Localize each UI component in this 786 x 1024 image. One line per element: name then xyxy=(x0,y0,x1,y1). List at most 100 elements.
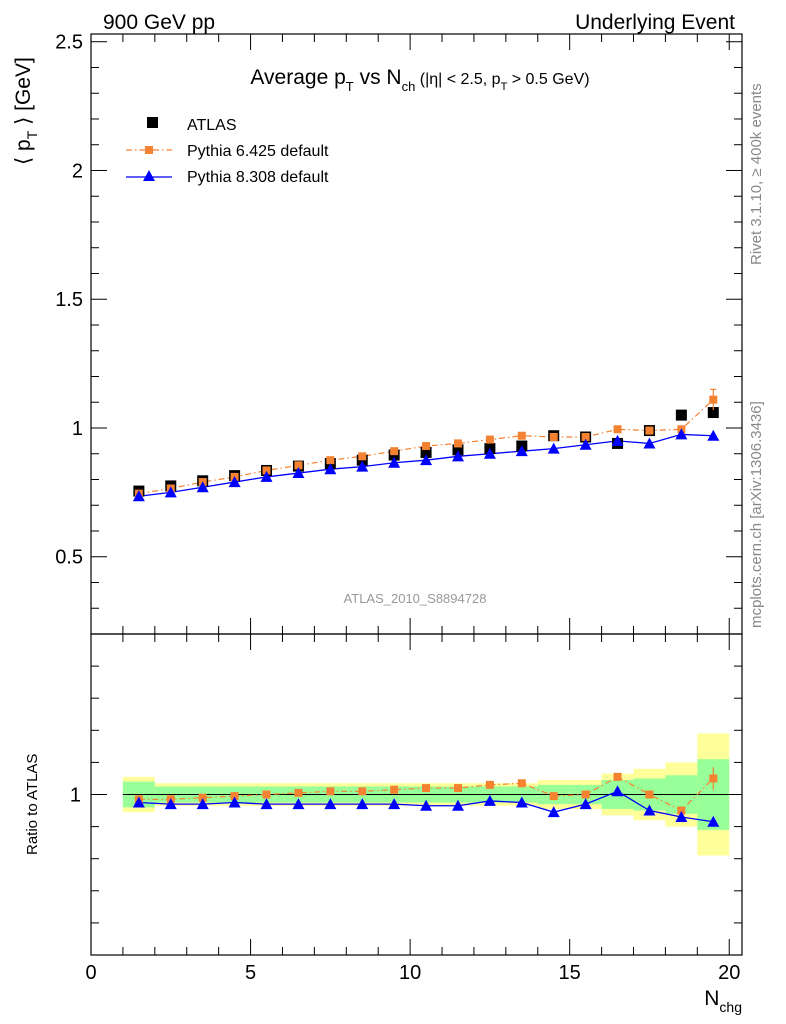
main-ylabel: ⟨ pT ⟩ [GeV] xyxy=(12,57,40,165)
pythia6-point xyxy=(645,426,654,435)
ratio-plot-panel: 0 5 10 15 20 1 Ratio to ATLAS Nchg xyxy=(24,633,743,1015)
ratio-pythia8-point xyxy=(515,796,528,808)
ratio-pythia8-point xyxy=(579,798,592,810)
legend-marker-atlas xyxy=(147,117,158,128)
pythia8-point xyxy=(260,470,273,482)
pythia8-point xyxy=(707,429,720,441)
ratio-pythia6-point xyxy=(517,779,526,788)
x-axis-label: Nchg xyxy=(704,987,742,1015)
pythia8-point xyxy=(451,450,464,462)
pythia6-point xyxy=(549,433,558,442)
ratio-pythia6-point xyxy=(453,784,462,793)
ratio-pythia6-point xyxy=(485,780,494,789)
ratio-pythia6-point xyxy=(230,792,239,801)
header-right: Underlying Event xyxy=(575,11,735,34)
main-ytick-label: 1.5 xyxy=(55,289,83,311)
main-title: Average pT vs Nch (|η| < 2.5, pT > 0.5 G… xyxy=(250,66,589,94)
ratio-pythia8-point xyxy=(483,794,496,806)
ratio-pythia6-point xyxy=(198,793,207,802)
pythia8-point xyxy=(132,490,145,502)
pythia8-point xyxy=(611,434,624,446)
pythia8-point xyxy=(675,428,688,440)
ratio-pythia6-point xyxy=(390,785,399,794)
main-plot-panel: 0.5 1 1.5 2 2.5 Average pT vs Nch (|η| < 2.5… xyxy=(12,32,743,635)
rivet-label: Rivet 3.1.10, ≥ 400k events xyxy=(748,83,765,265)
pythia6-point xyxy=(517,431,526,440)
main-ytick-label: 2.5 xyxy=(55,32,83,54)
pythia8-point xyxy=(388,456,401,468)
ratio-xtick-label: 20 xyxy=(718,962,740,984)
ratio-pythia8-point xyxy=(611,785,624,797)
header-left: 900 GeV pp xyxy=(103,11,215,34)
pythia6-point xyxy=(262,466,271,475)
pythia8-point xyxy=(228,476,241,488)
mcplots-label: mcplots.cern.ch [arXiv:1306.3436] xyxy=(748,401,765,628)
ratio-pythia6-point xyxy=(422,784,431,793)
ratio-pythia6-point xyxy=(549,792,558,801)
ratio-pythia6-point xyxy=(581,790,590,799)
ratio-pythia8-point xyxy=(643,804,656,816)
pythia6-point xyxy=(390,447,399,456)
atlas-point xyxy=(452,444,464,456)
main-ytick-label: 2 xyxy=(72,160,83,182)
ratio-pythia8-point xyxy=(451,799,464,811)
ratio-pythia8-point xyxy=(196,798,209,810)
pythia6-point xyxy=(294,461,303,470)
ratio-pythia8-point xyxy=(260,798,273,810)
pythia8-point xyxy=(579,438,592,450)
ratio-pythia6-point xyxy=(326,787,335,796)
atlas-point xyxy=(707,407,719,419)
ratio-pythia8-point xyxy=(228,796,241,808)
pythia6-point xyxy=(581,433,590,442)
pythia6-point xyxy=(326,456,335,465)
legend-marker-pythia8 xyxy=(143,170,155,181)
ratio-pythia8-point xyxy=(388,798,401,810)
atlas-point xyxy=(420,446,432,458)
legend-label-atlas: ATLAS xyxy=(187,117,237,134)
ratio-pythia8-point xyxy=(420,799,433,811)
ratio-pythia6-point xyxy=(613,772,622,781)
ratio-xtick-label: 15 xyxy=(559,962,581,984)
ratio-pythia8-point xyxy=(547,806,560,818)
pythia8-point xyxy=(420,454,433,466)
pythia6-point xyxy=(485,435,494,444)
analysis-watermark: ATLAS_2010_S8894728 xyxy=(344,591,487,606)
pythia8-point xyxy=(643,437,656,449)
ratio-xtick-label: 0 xyxy=(85,962,96,984)
ratio-pythia8-point xyxy=(675,810,688,822)
ratio-pythia6-point xyxy=(645,790,654,799)
legend-label-pythia6: Pythia 6.425 default xyxy=(187,143,329,160)
ratio-pythia8-point xyxy=(356,798,369,810)
ratio-pythia6-point xyxy=(294,788,303,797)
pythia8-point xyxy=(356,460,369,472)
pythia6-point xyxy=(613,425,622,434)
ratio-ytick-label: 1 xyxy=(70,785,81,807)
pythia6-point xyxy=(422,442,431,451)
main-ytick-label: 1 xyxy=(72,418,83,440)
ratio-pythia6-point xyxy=(262,790,271,799)
ratio-pythia6-point xyxy=(677,806,686,815)
pythia6-point xyxy=(358,452,367,461)
ratio-pythia8-point xyxy=(292,798,305,810)
pythia8-point xyxy=(164,486,177,498)
atlas-point xyxy=(675,409,687,421)
pythia8-point xyxy=(515,445,528,457)
ratio-pythia6-point xyxy=(358,787,367,796)
ratio-pythia8-point xyxy=(132,796,145,808)
pythia8-point xyxy=(292,467,305,479)
ratio-xtick-label: 10 xyxy=(399,962,421,984)
pythia8-point xyxy=(547,442,560,454)
ratio-pythia8-point xyxy=(707,815,720,827)
ratio-pythia8-point xyxy=(164,798,177,810)
ratio-ylabel: Ratio to ATLAS xyxy=(24,754,41,855)
legend: ATLAS Pythia 6.425 default Pythia 8.308 … xyxy=(126,117,329,186)
legend-label-pythia8: Pythia 8.308 default xyxy=(187,169,329,186)
pythia6-point xyxy=(453,439,462,448)
pythia8-point xyxy=(324,463,337,475)
pythia8-point xyxy=(196,481,209,493)
pythia8-point xyxy=(483,447,496,459)
main-ytick-label: 0.5 xyxy=(55,547,83,569)
legend-marker-pythia6 xyxy=(145,146,153,154)
ratio-xtick-label: 5 xyxy=(245,962,256,984)
